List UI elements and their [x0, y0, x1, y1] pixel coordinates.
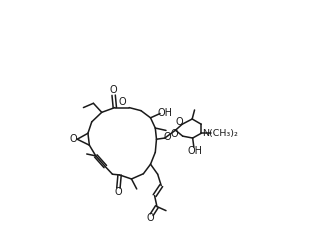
Text: O: O [118, 97, 126, 107]
Text: OH: OH [188, 146, 203, 156]
Text: O: O [147, 213, 154, 223]
Text: N(CH₃)₂: N(CH₃)₂ [202, 129, 238, 138]
Text: O: O [70, 134, 77, 144]
Text: O: O [176, 117, 183, 127]
Text: OH: OH [158, 108, 173, 118]
Text: O: O [110, 85, 118, 95]
Text: O: O [171, 129, 178, 139]
Text: O: O [164, 132, 172, 142]
Text: O: O [115, 187, 122, 197]
